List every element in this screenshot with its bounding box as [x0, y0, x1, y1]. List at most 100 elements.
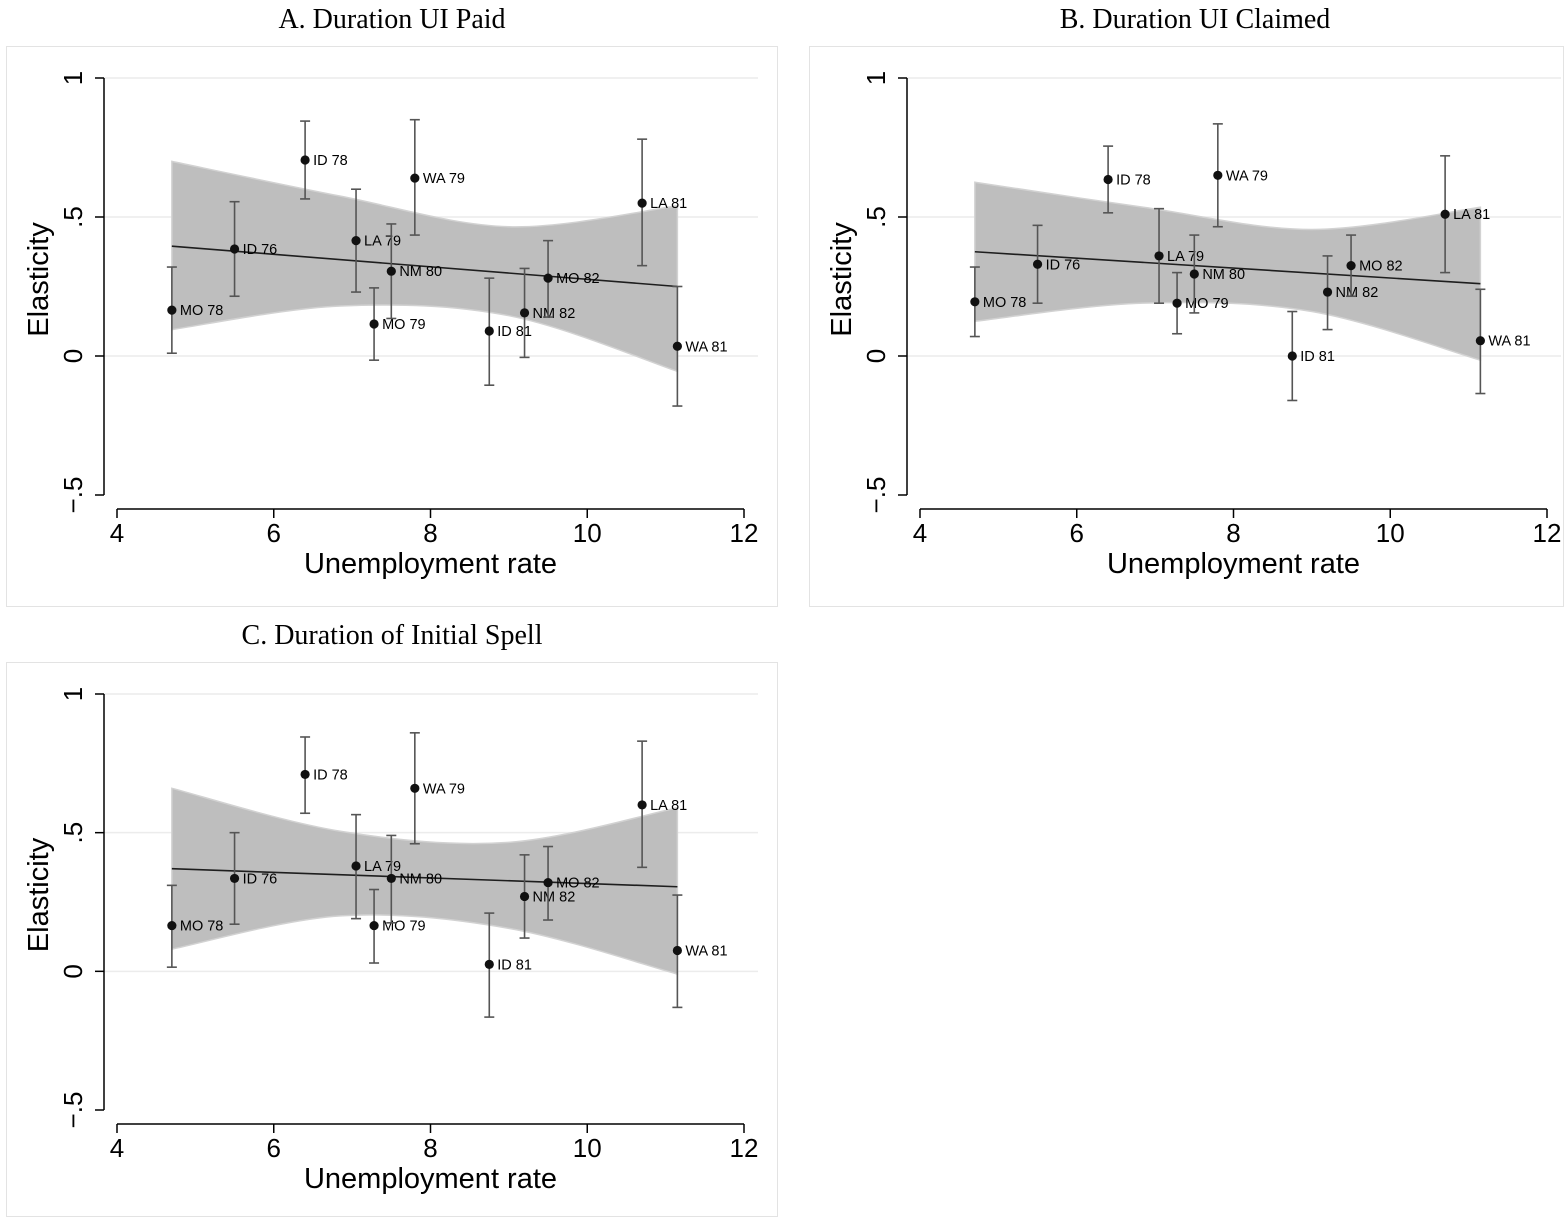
point-label: MO 79: [382, 317, 426, 333]
y-tick-label: 1: [58, 687, 88, 701]
fit-line: [171, 245, 678, 288]
y-tick-label: −.5: [58, 477, 88, 514]
data-point: WA 81: [672, 894, 728, 1009]
panel-c-title: C. Duration of Initial Spell: [241, 620, 543, 651]
data-point: NM 80: [1189, 234, 1245, 314]
point-label: ID 76: [1046, 257, 1081, 273]
point-label: MO 78: [180, 919, 224, 935]
point-marker: [1172, 298, 1182, 308]
data-point: ID 76: [1032, 224, 1081, 304]
x-tick-label: 12: [1533, 518, 1562, 548]
y-tick-label: 0: [58, 964, 88, 978]
data-point: ID 78: [300, 736, 348, 815]
point-marker: [386, 873, 396, 884]
data-point: NM 82: [519, 267, 575, 359]
data-point: MO 79: [1172, 271, 1229, 335]
panel-a-title: A. Duration UI Paid: [278, 4, 506, 35]
point-marker: [369, 319, 379, 329]
data-point: NM 80: [386, 223, 442, 320]
y-tick-label: .5: [58, 206, 88, 228]
point-marker: [300, 769, 310, 780]
data-point: WA 81: [1475, 288, 1531, 395]
y-axis-title: Elasticity: [23, 837, 55, 952]
point-label: ID 81: [497, 324, 532, 340]
x-tick-label: 4: [110, 1133, 124, 1163]
point-label: WA 81: [685, 944, 727, 960]
point-label: LA 79: [364, 859, 401, 875]
data-point: ID 76: [229, 200, 277, 298]
point-marker: [1475, 336, 1485, 346]
point-label: LA 81: [1453, 207, 1490, 223]
point-marker: [1154, 251, 1164, 261]
point-marker: [519, 891, 530, 902]
point-marker: [167, 920, 177, 931]
y-tick-label: 0: [58, 349, 88, 363]
point-label: LA 81: [650, 798, 687, 814]
data-point: ID 78: [1103, 145, 1151, 214]
point-marker: [970, 297, 980, 307]
fit-line: [171, 867, 678, 888]
y-tick-label: 0: [861, 349, 891, 363]
point-label: ID 78: [1116, 172, 1151, 188]
point-marker: [1189, 269, 1199, 279]
x-tick-label: 8: [423, 1133, 437, 1163]
y-axis-title: Elasticity: [23, 222, 55, 337]
point-label: MO 82: [556, 271, 600, 287]
point-marker: [1346, 261, 1356, 271]
y-tick-label: 1: [861, 71, 891, 85]
y-tick-label: −.5: [58, 1092, 88, 1129]
data-point: MO 82: [1346, 234, 1403, 298]
point-label: ID 78: [313, 153, 348, 169]
point-label: NM 82: [533, 889, 576, 905]
point-marker: [1322, 287, 1333, 297]
x-tick-label: 8: [1226, 518, 1240, 548]
data-point: LA 81: [1440, 155, 1490, 274]
x-axis-title: Unemployment rate: [1107, 548, 1360, 580]
y-tick-label: −.5: [861, 477, 891, 514]
x-axis-title: Unemployment rate: [304, 548, 557, 580]
data-point: MO 78: [166, 266, 224, 355]
point-marker: [369, 920, 379, 931]
point-label: NM 80: [1202, 267, 1245, 283]
data-point: LA 81: [637, 138, 687, 267]
point-marker: [167, 305, 177, 315]
data-point: MO 82: [543, 239, 600, 318]
point-marker: [543, 877, 553, 888]
x-tick-label: 4: [913, 518, 927, 548]
point-marker: [229, 873, 240, 884]
data-point: WA 79: [409, 118, 465, 236]
x-tick-label: 10: [573, 518, 602, 548]
data-point: MO 79: [369, 287, 426, 361]
point-marker: [1032, 259, 1043, 269]
point-marker: [300, 155, 310, 165]
point-marker: [519, 308, 530, 318]
data-point: ID 81: [1287, 310, 1335, 402]
point-label: WA 81: [1488, 334, 1530, 350]
x-tick-label: 12: [730, 1133, 759, 1163]
data-point: ID 78: [300, 120, 348, 200]
point-label: MO 82: [556, 876, 600, 892]
data-point: NM 80: [386, 834, 442, 924]
point-label: ID 81: [1300, 349, 1335, 365]
data-point: NM 82: [1322, 255, 1378, 331]
point-label: WA 79: [423, 171, 465, 187]
point-label: ID 78: [313, 767, 348, 783]
point-label: ID 81: [497, 957, 532, 973]
data-point: ID 81: [484, 912, 532, 1018]
y-axis-title: Elasticity: [826, 222, 858, 337]
point-marker: [1440, 209, 1450, 219]
point-label: WA 81: [685, 339, 727, 355]
x-tick-label: 8: [423, 518, 437, 548]
data-point: ID 81: [484, 277, 532, 386]
data-point: MO 82: [543, 845, 600, 921]
point-label: NM 80: [399, 264, 442, 280]
point-label: MO 78: [180, 303, 224, 319]
x-tick-label: 10: [1376, 518, 1405, 548]
point-marker: [229, 244, 240, 254]
data-point: WA 81: [672, 285, 728, 407]
x-tick-label: 4: [110, 518, 124, 548]
data-point: WA 79: [409, 732, 465, 845]
point-marker: [543, 273, 553, 283]
